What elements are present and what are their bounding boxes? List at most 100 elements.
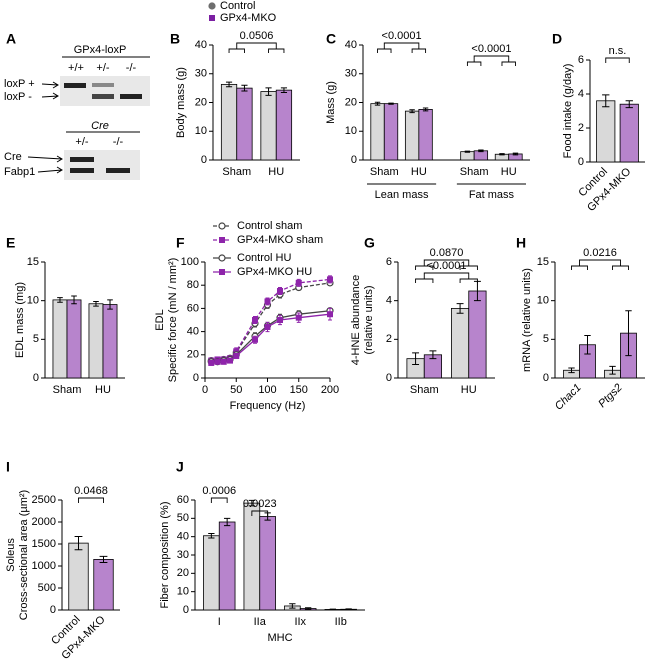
significance-label: <0.0001 <box>382 30 422 42</box>
x-tick-label: Chac1 <box>553 382 584 413</box>
lane-label: +/- <box>96 62 109 74</box>
significance-bracket <box>415 259 478 270</box>
x-tick-label: 200 <box>321 384 339 396</box>
panel-letter: G <box>364 235 375 251</box>
x-tick-label: IIa <box>254 616 267 628</box>
y-tick-label: 1000 <box>32 560 56 572</box>
x-tick-label: I <box>218 616 221 628</box>
marker <box>264 298 271 305</box>
panel-letter: H <box>516 235 526 251</box>
y-tick-label: 0 <box>578 156 584 168</box>
y-tick-label: 500 <box>38 582 56 594</box>
bar <box>450 307 470 379</box>
x-tick-label: Sham <box>460 166 489 178</box>
error-bar <box>71 295 77 305</box>
significance-label: 0.0216 <box>583 247 617 259</box>
marker <box>295 314 302 321</box>
y-tick-label: 2000 <box>32 516 56 528</box>
bar <box>418 109 433 161</box>
error-bar <box>289 603 296 609</box>
bar <box>102 304 118 379</box>
error-bar <box>225 81 233 88</box>
marker <box>277 288 283 294</box>
x-tick-label: 0 <box>202 384 208 396</box>
marker <box>327 311 333 318</box>
marker <box>295 279 302 286</box>
panel-letter: D <box>552 31 562 47</box>
significance-label: 0.0006 <box>202 485 236 497</box>
error-bar <box>429 350 437 360</box>
x-tick-label: Ptgs2 <box>596 382 624 410</box>
lane-label: +/+ <box>68 62 84 74</box>
error-bar <box>602 94 610 108</box>
x-tick-label: 50 <box>230 384 242 396</box>
error-bar <box>280 87 288 93</box>
error-bar <box>422 107 429 112</box>
error-bar <box>208 533 215 539</box>
y-tick-label: 0 <box>351 154 357 166</box>
band <box>70 168 94 173</box>
y-tick-label: 30 <box>345 68 357 80</box>
bar <box>52 299 68 379</box>
error-bar <box>409 109 415 114</box>
marker <box>220 358 227 365</box>
bar <box>93 559 114 611</box>
y-tick-label: 50 <box>177 512 189 524</box>
bar <box>68 542 89 611</box>
y-tick-label: 60 <box>187 302 199 314</box>
x-axis-label: MHC <box>267 632 292 644</box>
y-axis-label: Food intake (g/day) <box>562 64 574 159</box>
group-label: Fat mass <box>469 189 515 201</box>
marker <box>227 357 233 364</box>
band <box>64 83 86 88</box>
legend-marker <box>208 2 216 10</box>
x-tick-label: Sham <box>370 166 399 178</box>
legend-label: Control <box>220 0 255 12</box>
y-axis-label: Mass (g) <box>325 81 337 124</box>
y-tick-label: 100 <box>181 256 199 268</box>
bar <box>596 100 616 163</box>
bar <box>218 521 236 611</box>
band <box>92 94 114 99</box>
error-bar <box>456 303 464 314</box>
panel-letter: J <box>176 459 184 475</box>
y-tick-label: 30 <box>177 549 189 561</box>
bar <box>460 151 475 161</box>
error-bar <box>265 87 272 96</box>
significance-bracket <box>605 57 630 63</box>
marker <box>252 336 258 343</box>
legend-label: Control HU <box>237 252 291 264</box>
y-axis-label: (relative units) <box>363 285 375 354</box>
y-tick-label: 0 <box>50 604 56 616</box>
bar <box>468 290 487 379</box>
bar <box>66 299 82 379</box>
error-bar <box>478 149 484 153</box>
marker <box>233 352 240 359</box>
y-axis-label: mRNA (relative units) <box>521 268 533 372</box>
x-tick-label: 150 <box>290 384 308 396</box>
x-tick-label: HU <box>501 166 517 178</box>
bar <box>404 110 420 161</box>
legend-label: GPx4-MKO sham <box>237 234 323 246</box>
legend-label: GPx4-MKO HU <box>237 266 312 278</box>
y-tick-label: 10 <box>345 125 357 137</box>
panel-letter: A <box>6 31 16 47</box>
y-axis-label: Soleus <box>5 538 17 572</box>
error-bar <box>241 84 248 92</box>
y-tick-label: 10 <box>537 295 549 307</box>
y-tick-label: 40 <box>177 531 189 543</box>
band <box>70 157 94 162</box>
y-tick-label: 2 <box>386 333 392 345</box>
significance-label: 0.0870 <box>430 247 464 259</box>
gel-title: GPx4-loxP <box>74 44 127 56</box>
bar <box>88 303 104 379</box>
y-tick-label: 6 <box>578 54 584 66</box>
error-bar <box>223 517 231 527</box>
legend-marker <box>219 237 225 243</box>
error-bar <box>512 152 519 156</box>
y-tick-label: 0 <box>183 604 189 616</box>
significance-bracket <box>78 497 104 503</box>
y-tick-label: 0 <box>201 154 207 166</box>
error-bar <box>625 100 633 109</box>
